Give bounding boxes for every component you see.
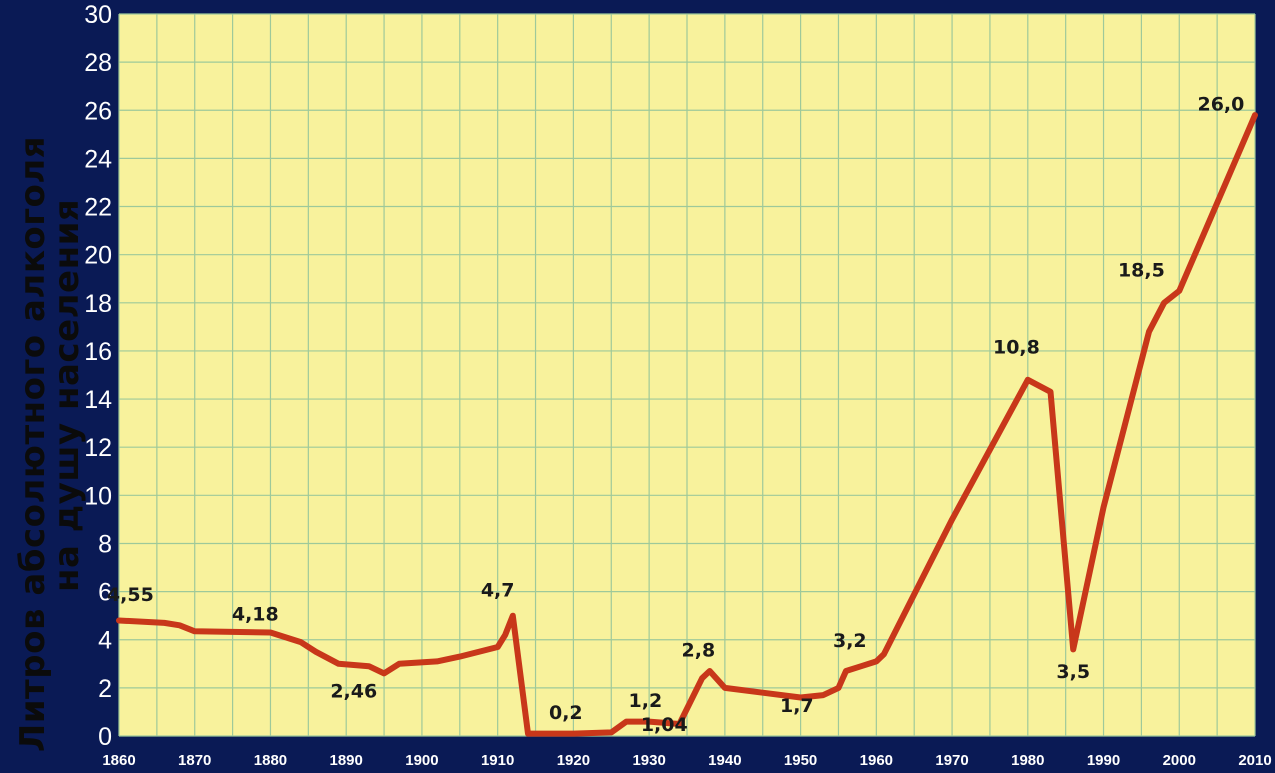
y-tick-label: 4: [98, 627, 112, 655]
y-tick-label: 12: [84, 434, 112, 462]
y-tick-label: 16: [84, 338, 112, 366]
data-label: 18,5: [1118, 259, 1165, 281]
y-tick-label: 20: [84, 242, 112, 270]
y-tick-label: 28: [84, 49, 112, 77]
data-label: 0,2: [549, 702, 583, 724]
y-tick-label: 6: [98, 579, 112, 607]
x-tick-label: 1930: [632, 752, 665, 769]
y-tick-label: 18: [84, 290, 112, 318]
x-tick-label: 1950: [784, 752, 817, 769]
x-tick-label: 1900: [405, 752, 438, 769]
data-label: 1,2: [629, 690, 663, 712]
y-tick-label: 10: [84, 482, 112, 510]
data-label: 3,5: [1056, 661, 1090, 683]
x-tick-label: 1910: [481, 752, 514, 769]
y-tick-label: 14: [84, 386, 112, 414]
data-label: 26,0: [1197, 93, 1244, 115]
y-axis-title-line1: Литров абсолютного алкоголя: [13, 136, 53, 752]
y-tick-label: 22: [84, 194, 112, 222]
data-label: 1,04: [641, 714, 688, 736]
y-axis-title: Литров абсолютного алкоголя на душу насе…: [13, 124, 87, 752]
data-label: 4,18: [232, 603, 279, 625]
data-label: 4,7: [481, 579, 515, 601]
x-tick-label: 2000: [1163, 752, 1196, 769]
y-tick-label: 8: [98, 530, 112, 558]
y-tick-label: 2: [98, 675, 112, 703]
x-tick-label: 1920: [557, 752, 590, 769]
y-tick-label: 26: [84, 97, 112, 125]
series-line: [116, 112, 1258, 737]
x-tick-label: 1940: [708, 752, 741, 769]
y-tick-label: 24: [84, 145, 112, 173]
data-labels: 4,55 4,18 2,46 4,7 0,2 1,21,04 2,8 1,7 3,2 10,8 3,…: [107, 93, 1244, 736]
data-label: 10,8: [993, 336, 1040, 358]
data-label: 3,2: [833, 630, 867, 652]
data-label: 2,46: [330, 680, 377, 702]
x-tick-label: 1870: [178, 752, 211, 769]
x-tick-labels: 1860 1870 1880 1890 1900 1910 1920 1930 1940 1950…: [102, 752, 1271, 769]
y-axis-title-line2: на душу населения: [47, 199, 87, 592]
data-label: 1,7: [780, 695, 814, 717]
x-tick-label: 1890: [330, 752, 363, 769]
y-tick-label: 30: [84, 1, 112, 29]
x-tick-label: 1860: [102, 752, 135, 769]
x-tick-label: 2010: [1238, 752, 1271, 769]
x-tick-label: 1880: [254, 752, 287, 769]
y-tick-label: 0: [98, 723, 112, 751]
x-tick-label: 1990: [1087, 752, 1120, 769]
data-label: 4,55: [107, 584, 154, 606]
x-tick-label: 1980: [1011, 752, 1044, 769]
x-tick-label: 1960: [860, 752, 893, 769]
x-tick-label: 1970: [935, 752, 968, 769]
data-label: 2,8: [682, 640, 716, 662]
